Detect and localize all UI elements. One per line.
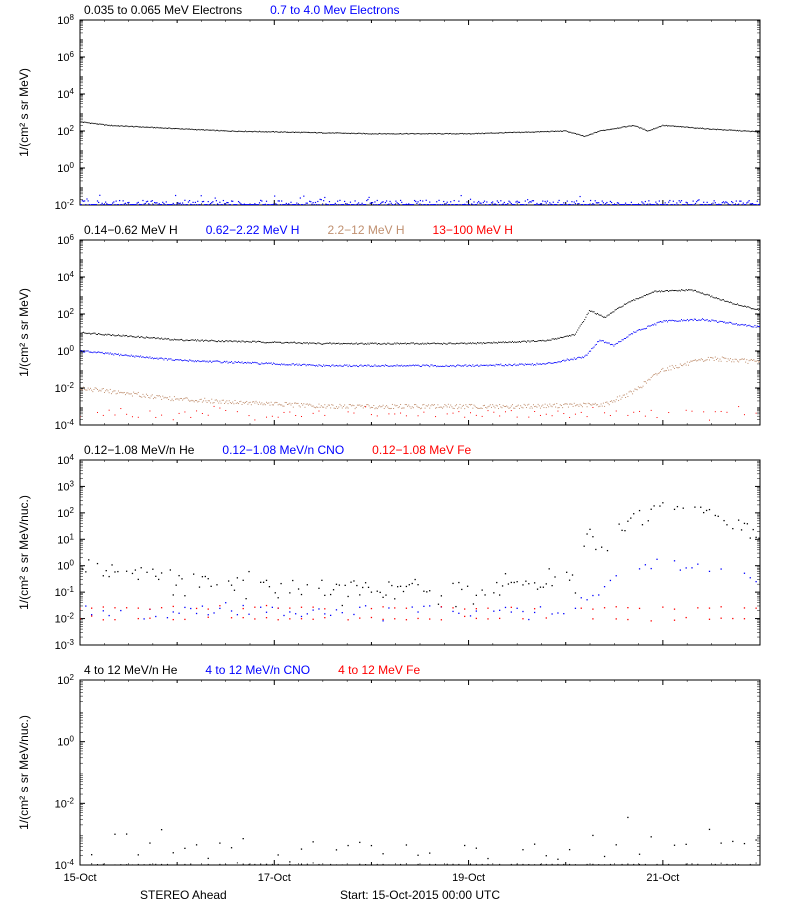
ytick-label: 104 [57, 453, 74, 468]
ytick-label: 104 [57, 270, 74, 285]
ytick-label: 108 [57, 13, 74, 28]
legend-label: 4 to 12 MeV/n CNO [205, 663, 310, 677]
ytick-label: 10-4 [55, 858, 75, 873]
panel-frame [80, 680, 760, 865]
xtick-label: 17-Oct [258, 872, 291, 884]
xtick-label: 15-Oct [63, 872, 96, 884]
ytick-label: 10-2 [55, 381, 75, 396]
series-He-low [79, 502, 759, 607]
ytick-label: 102 [57, 124, 74, 139]
ytick-label: 10-4 [55, 418, 75, 433]
legend-label: 13−100 MeV H [433, 223, 513, 237]
ytick-label: 106 [57, 50, 74, 65]
ytick-label: 102 [57, 673, 74, 688]
chart-svg: 10-2 100 102 104 106 108 1/(cm² s sr MeV) 0.035… [0, 0, 800, 900]
series-H-1 [80, 289, 761, 345]
series-H-3 [80, 357, 761, 410]
ytick-label: 10-2 [55, 796, 75, 811]
chart-root: 10-2 100 102 104 106 108 1/(cm² s sr MeV) 0.035… [0, 0, 800, 900]
legend-label: 2.2−12 MeV H [327, 223, 404, 237]
footer-left: STEREO Ahead [140, 888, 227, 900]
ytick-label: 10-2 [55, 611, 75, 626]
legend-label: 0.12−1.08 MeV/n He [84, 443, 195, 457]
series-Fe-low [79, 605, 756, 610]
series-CNO-low [85, 559, 757, 622]
ytick-label: 100 [57, 734, 74, 749]
series-He-high-scatter [91, 817, 757, 865]
y-axis-label: 1/(cm² s sr MeV/nuc.) [17, 715, 31, 830]
ytick-label: 10-3 [55, 638, 75, 653]
ytick-label: 100 [57, 344, 74, 359]
ytick-label: 100 [57, 558, 74, 573]
legend-label: 4 to 12 MeV/n He [84, 663, 178, 677]
panel-frame [80, 460, 760, 645]
series-H-4 [80, 406, 757, 421]
ytick-label: 102 [57, 505, 74, 520]
xtick-label: 21-Oct [646, 872, 679, 884]
footer-center: Start: 15-Oct-2015 00:00 UTC [340, 888, 500, 900]
y-axis-label: 1/(cm² s sr MeV) [17, 68, 31, 157]
legend-label: 4 to 12 MeV Fe [338, 663, 420, 677]
y-axis-label: 1/(cm² s sr MeV/nuc.) [17, 495, 31, 610]
legend-label: 0.12−1.08 MeV Fe [372, 443, 471, 457]
ytick-label: 10-2 [55, 198, 75, 213]
legend-label: 0.62−2.22 MeV H [206, 223, 300, 237]
ytick-label: 100 [57, 161, 74, 176]
legend-label: 0.7 to 4.0 Mev Electrons [270, 3, 399, 17]
panel-frame [80, 240, 760, 425]
ytick-label: 103 [57, 479, 74, 494]
series-H-2 [80, 318, 761, 367]
series-Fe-low2 [79, 615, 745, 621]
ytick-label: 106 [57, 233, 74, 248]
series-elec-low [80, 121, 761, 137]
legend-label: 0.12−1.08 MeV/n CNO [222, 443, 344, 457]
panel-frame [80, 20, 760, 205]
xtick-label: 19-Oct [452, 872, 485, 884]
ytick-label: 102 [57, 307, 74, 322]
legend-label: 0.035 to 0.065 MeV Electrons [84, 3, 242, 17]
legend-label: 0.14−0.62 MeV H [84, 223, 178, 237]
ytick-label: 10-1 [55, 585, 75, 600]
ytick-label: 101 [57, 532, 74, 547]
ytick-label: 104 [57, 87, 74, 102]
y-axis-label: 1/(cm² s sr MeV) [17, 288, 31, 377]
